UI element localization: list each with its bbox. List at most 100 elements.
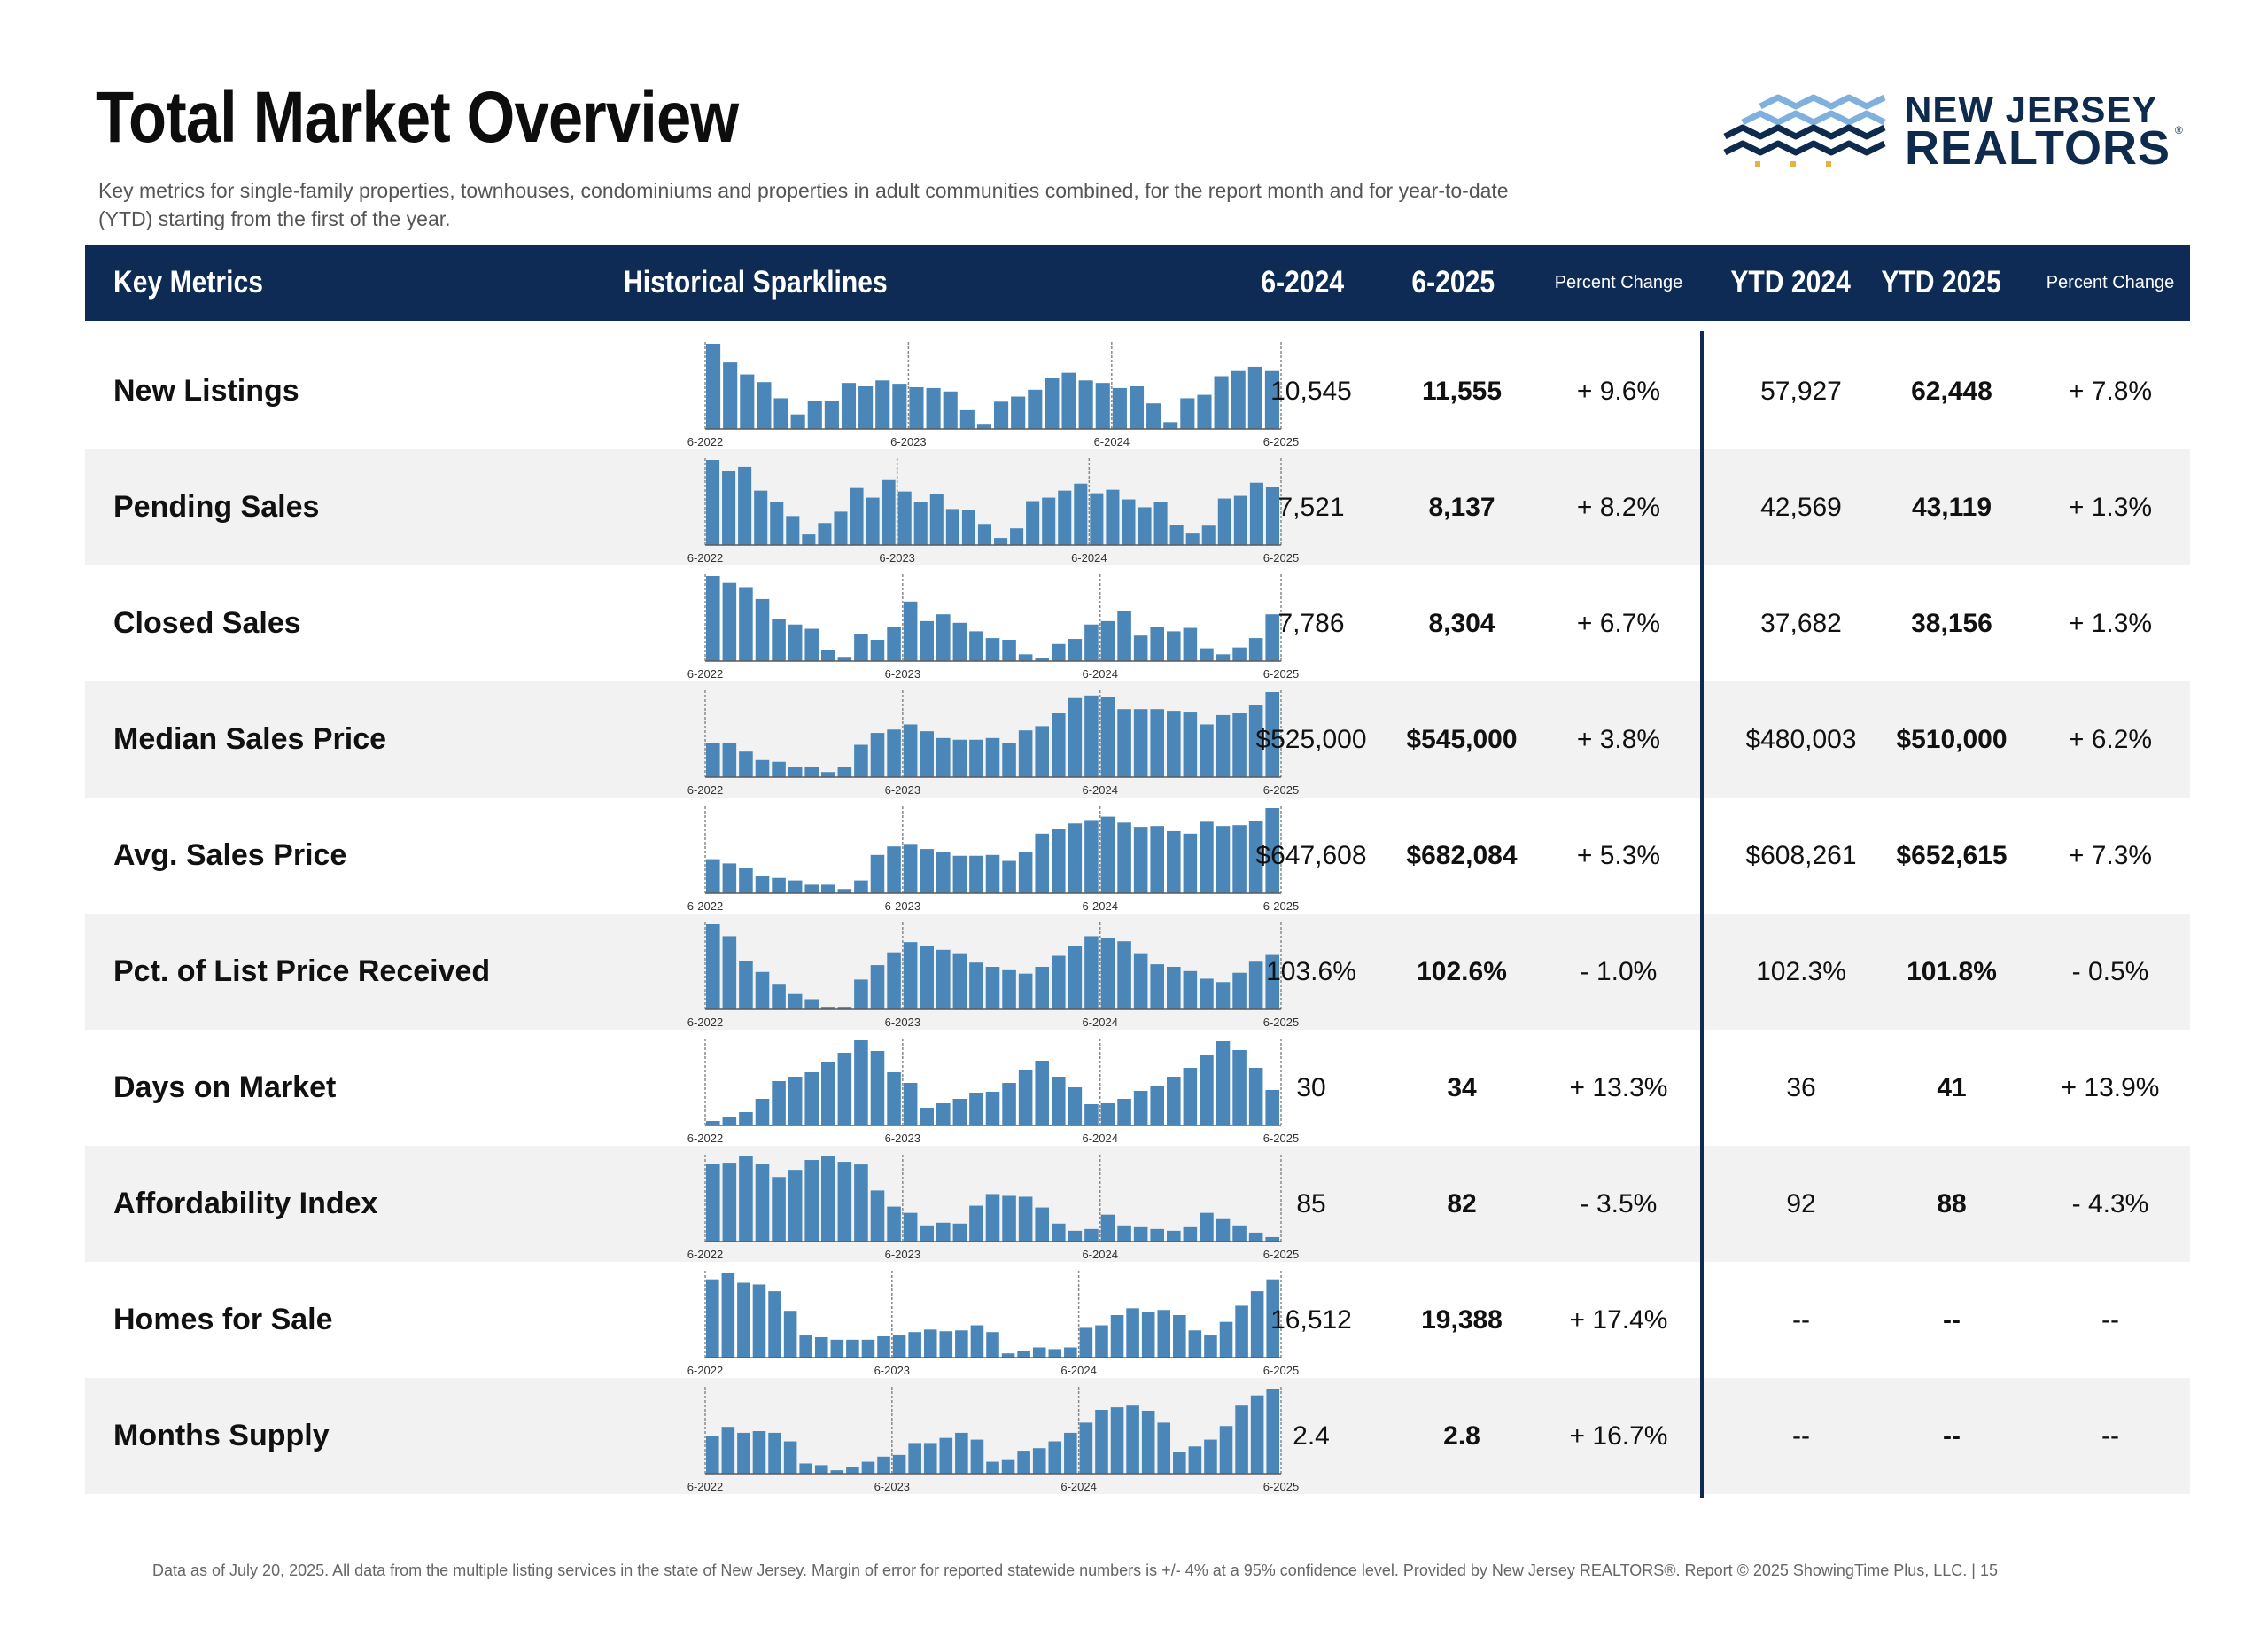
sparkline-bar bbox=[952, 953, 967, 1009]
metric-row-affordability-index: Affordability Index 6-2022 6-2023 6-2024 6-… bbox=[85, 1146, 2190, 1262]
value-ytd-2025: -- bbox=[1943, 1305, 1961, 1335]
sparkline-bar bbox=[1110, 1315, 1124, 1358]
sparkline-bar bbox=[770, 502, 784, 545]
sparkline-tick-label: 6-2024 bbox=[1094, 435, 1130, 448]
sparkline-bar bbox=[1084, 1228, 1099, 1242]
sparkline-bar bbox=[1084, 695, 1099, 777]
sparkline-bar bbox=[1216, 982, 1231, 1009]
sparkline-bar bbox=[969, 1093, 983, 1125]
sparkline-bar bbox=[1133, 953, 1148, 1009]
sparkline-bar bbox=[804, 767, 819, 777]
sparkline-bar bbox=[913, 502, 928, 545]
sparkline-bar bbox=[821, 1156, 835, 1242]
value-month-2024: 103.6% bbox=[1266, 957, 1356, 986]
sparkline-bar bbox=[1232, 647, 1247, 661]
sparkline-bar bbox=[1216, 826, 1231, 893]
sparkline-bar bbox=[1183, 1068, 1198, 1125]
value-month-2025: 19,388 bbox=[1421, 1305, 1503, 1335]
metric-row-new-listings: New Listings 6-2022 6-2023 6-2024 6-2025 10… bbox=[85, 333, 2190, 449]
sparkline-bar bbox=[959, 409, 975, 429]
table-header: Key Metrics Historical Sparklines 6-2024… bbox=[85, 245, 2190, 321]
sparkline-bar bbox=[1167, 1230, 1181, 1242]
sparkline-bar bbox=[1018, 730, 1033, 777]
sparkline-bar bbox=[1018, 1196, 1033, 1242]
sparkline-bar bbox=[799, 1463, 812, 1474]
sparkline-bar bbox=[788, 993, 803, 1009]
sparkline-bar bbox=[1001, 1353, 1015, 1358]
sparkline-chart: 6-2022 6-2023 6-2024 6-2025 bbox=[687, 690, 1299, 797]
metric-name: Pct. of List Price Received bbox=[113, 954, 491, 988]
metric-row-closed-sales: Closed Sales 6-2022 6-2023 6-2024 6-2025 7,… bbox=[85, 565, 2190, 681]
sparkline-bar bbox=[1200, 648, 1214, 661]
sparkline-bar bbox=[976, 424, 991, 429]
sparkline-bar bbox=[790, 414, 805, 429]
sparkline-bar bbox=[1141, 1312, 1155, 1358]
sparkline-bar bbox=[858, 386, 874, 429]
sparkline-bar bbox=[772, 1177, 786, 1242]
sparkline-bar bbox=[1112, 387, 1127, 429]
sparkline-bar bbox=[1042, 497, 1056, 545]
value-month-2025: 8,304 bbox=[1428, 609, 1495, 638]
sparkline-bar bbox=[706, 743, 720, 777]
sparkline-bar bbox=[920, 620, 934, 661]
sparkline-bar bbox=[821, 650, 835, 661]
sparkline-bar bbox=[783, 1311, 797, 1358]
value-ytd-percent-change: + 7.3% bbox=[2068, 841, 2153, 870]
sparkline-bar bbox=[955, 1432, 968, 1474]
sparkline-bar bbox=[1248, 638, 1263, 661]
metric-row-days-on-market: Days on Market 6-2022 6-2023 6-2024 6-2025 … bbox=[85, 1030, 2190, 1146]
value-ytd-2024: $608,261 bbox=[1745, 841, 1857, 870]
sparkline-tick-label: 6-2024 bbox=[1082, 899, 1117, 913]
sparkline-bar bbox=[985, 854, 1000, 893]
sparkline-bar bbox=[887, 846, 901, 893]
sparkline-bar bbox=[1002, 1195, 1016, 1242]
sparkline-bar bbox=[887, 1072, 901, 1125]
page-footer: Data as of July 20, 2025. All data from … bbox=[152, 1561, 1999, 1579]
sparkline-bar bbox=[1133, 1091, 1148, 1125]
sparkline-bar bbox=[945, 509, 959, 545]
sparkline-bar bbox=[861, 1461, 875, 1474]
sparkline-bar bbox=[1265, 614, 1279, 661]
sparkline-bar bbox=[892, 384, 907, 429]
sparkline-bar bbox=[903, 601, 918, 661]
sparkline-bar bbox=[866, 497, 880, 545]
sparkline-bar bbox=[1068, 1230, 1083, 1242]
sparkline-bar bbox=[737, 1432, 750, 1474]
sparkline-bar bbox=[1157, 1310, 1171, 1358]
sparkline-bar bbox=[1150, 964, 1164, 1009]
sparkline-bar bbox=[706, 924, 720, 1009]
sparkline-bar bbox=[1110, 1407, 1124, 1474]
sparkline-tick-label: 6-2022 bbox=[687, 1132, 723, 1145]
sparkline-bar bbox=[1017, 1351, 1030, 1358]
sparkline-bar bbox=[1167, 1077, 1181, 1125]
sparkline-bar bbox=[897, 491, 912, 545]
sparkline-bar bbox=[1214, 376, 1229, 429]
sparkline-bar bbox=[706, 1279, 719, 1358]
sparkline-bar bbox=[837, 767, 852, 777]
sparkline-bar bbox=[952, 1099, 967, 1125]
sparkline-bar bbox=[903, 724, 918, 777]
header-historical-sparklines: Historical Sparklines bbox=[624, 265, 888, 300]
header-month-2024: 6-2024 bbox=[1261, 265, 1345, 300]
sparkline-bar bbox=[722, 1163, 737, 1242]
value-ytd-percent-change: - 0.5% bbox=[2071, 957, 2149, 986]
sparkline-bar bbox=[1200, 1212, 1214, 1242]
value-ytd-percent-change: -- bbox=[2101, 1421, 2119, 1451]
value-month-2024: 7,786 bbox=[1278, 609, 1345, 638]
value-ytd-percent-change: + 13.9% bbox=[2061, 1073, 2160, 1102]
sparkline-bar bbox=[1167, 631, 1181, 661]
sparkline-bar bbox=[936, 949, 951, 1009]
sparkline-tick-label: 6-2024 bbox=[1082, 1248, 1117, 1261]
sparkline-bar bbox=[892, 1335, 906, 1358]
metric-row-pct-of-list-price-received: Pct. of List Price Received 6-2022 6-2023… bbox=[85, 914, 2190, 1030]
sparkline-bar bbox=[887, 952, 901, 1009]
sparkline-bar bbox=[772, 984, 786, 1009]
sparkline-bar bbox=[903, 942, 918, 1009]
sparkline-bar bbox=[1204, 1439, 1217, 1474]
sparkline-bar bbox=[788, 1170, 803, 1242]
sparkline-chart: 6-2022 6-2023 6-2024 6-2025 bbox=[687, 1271, 1299, 1377]
sparkline-bar bbox=[929, 494, 944, 545]
sparkline-bar bbox=[961, 510, 975, 545]
value-month-2024: 10,545 bbox=[1270, 377, 1352, 406]
sparkline-bar bbox=[1266, 1389, 1279, 1474]
